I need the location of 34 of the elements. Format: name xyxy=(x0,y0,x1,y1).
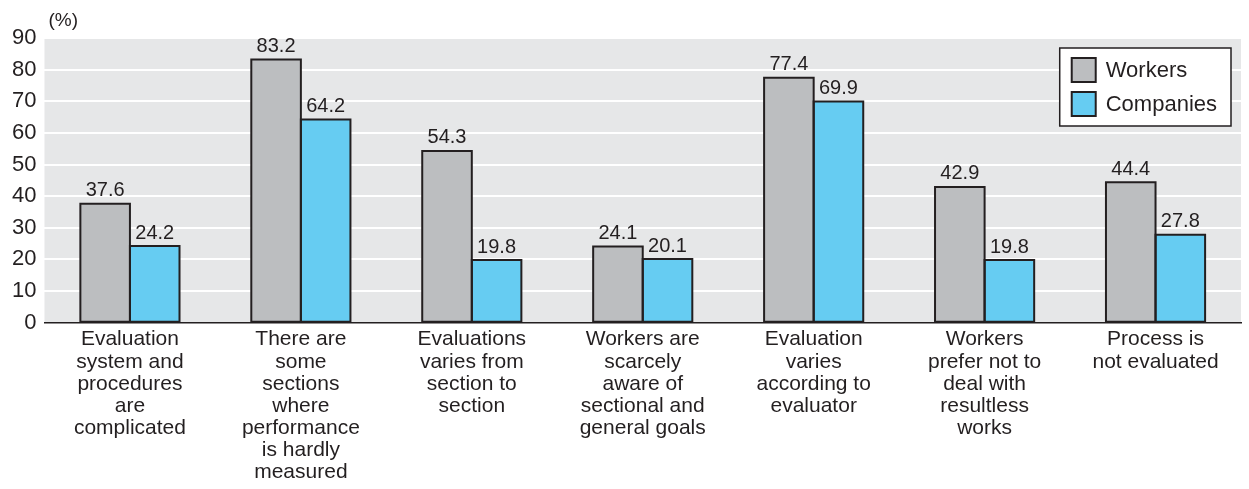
data-label: 24.2 xyxy=(135,220,175,243)
data-label: 69.9 xyxy=(818,76,858,99)
y-tick-label: 40 xyxy=(11,182,37,208)
data-label: 19.8 xyxy=(989,234,1029,257)
y-tick-label: 20 xyxy=(11,245,37,271)
x-tick-label: Evaluation varies according to evaluator xyxy=(756,326,871,416)
legend-label: Companies xyxy=(1105,91,1217,117)
y-tick-label: 50 xyxy=(11,150,37,176)
x-tick-label: There are some sections where performance is hardly measured xyxy=(241,326,360,482)
y-tick-label: 0 xyxy=(24,308,37,334)
y-axis-title: (%) xyxy=(48,8,79,30)
x-tick-label: Evaluations varies from section to section xyxy=(417,326,527,416)
y-tick-label: 10 xyxy=(11,277,37,303)
legend-label: Workers xyxy=(1105,57,1188,83)
data-label: 64.2 xyxy=(306,94,346,117)
data-label: 77.4 xyxy=(769,52,809,75)
data-label: 19.8 xyxy=(477,234,517,257)
x-tick-label: Workers prefer not to deal with resultless works xyxy=(927,326,1042,438)
data-label: 20.1 xyxy=(648,233,687,256)
y-tick-label: 70 xyxy=(11,87,37,113)
data-label: 83.2 xyxy=(256,34,296,57)
y-tick-label: 60 xyxy=(11,118,37,144)
data-label: 37.6 xyxy=(85,178,125,201)
x-tick-label: Workers are scarcely aware of sectional and general goals xyxy=(579,326,706,438)
data-label: 24.1 xyxy=(598,220,638,243)
y-tick-label: 80 xyxy=(11,55,37,81)
x-tick-label: Evaluation system and procedures are complicated xyxy=(73,326,186,438)
data-label: 54.3 xyxy=(427,125,467,148)
y-tick-label: 90 xyxy=(11,24,37,50)
y-tick-label: 30 xyxy=(11,213,37,239)
x-tick-label: Process is not evaluated xyxy=(1092,326,1219,372)
data-label: 44.4 xyxy=(1111,156,1151,179)
data-label: 42.9 xyxy=(940,161,980,184)
data-label: 27.8 xyxy=(1160,209,1200,232)
